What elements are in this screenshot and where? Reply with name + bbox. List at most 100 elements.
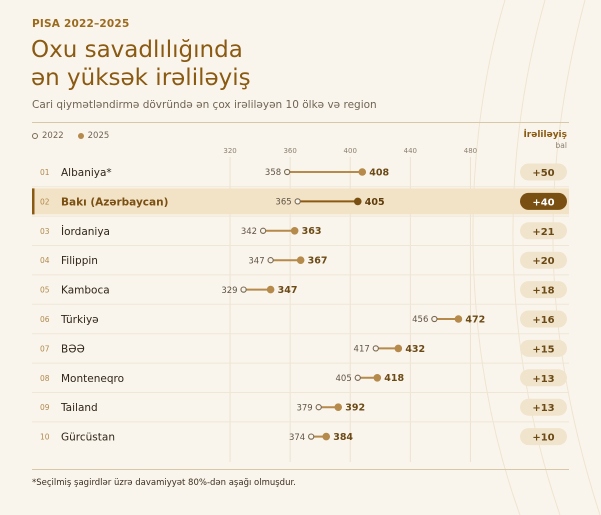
point-2025 [322,432,331,441]
filled-circle-icon [77,133,84,139]
label-2022: 358 [265,168,281,178]
label-2025: 405 [365,197,385,208]
row-name: İordaniya [61,225,110,238]
delta-value: +13 [532,374,554,385]
label-2025: 367 [308,256,328,267]
delta-value: +40 [532,197,554,208]
point-2022 [372,345,379,352]
label-2025: 408 [369,167,389,178]
label-2025: 392 [345,403,365,414]
row-rank: 03 [40,227,50,236]
delta-badge [520,310,567,328]
point-2022 [354,374,361,381]
label-2022: 379 [296,403,312,413]
x-tick-label: 440 [404,147,417,155]
label-2022: 342 [241,227,257,237]
delta-value: +15 [532,344,554,355]
label-2022: 417 [354,345,370,355]
point-2022 [431,315,438,323]
row-name: Albaniya* [61,167,112,179]
delta-badge [520,163,567,181]
label-2025: 432 [405,344,425,355]
kicker: PISA 2022–2025 [32,18,130,30]
row-rank: 07 [40,344,50,353]
title-line-1: Oxu savadlılığında [31,37,243,63]
delta-header-unit: bal [555,141,567,150]
row-name: Filippin [61,255,98,267]
delta-badge [520,222,567,240]
point-2025 [334,403,343,412]
point-2025 [296,256,305,265]
delta-badge [520,281,567,299]
row-rank: 04 [40,256,50,265]
label-2025: 384 [333,432,353,443]
row-name: Bakı (Azərbaycan) [61,196,168,208]
x-tick-label: 360 [283,147,296,155]
label-2022: 329 [221,286,237,296]
row-rank: 05 [40,286,50,295]
footnote: *Seçilmiş şagirdlər üzrə davamiyyət 80%-… [32,478,296,488]
point-2022 [315,404,322,411]
row-name: Kamboca [61,285,110,297]
point-2022 [259,227,267,234]
open-circle-icon [32,133,38,139]
label-2022: 365 [275,198,291,208]
label-2022: 456 [412,315,428,325]
delta-badge [520,251,567,269]
point-2022 [267,257,274,264]
row-rank: 09 [40,403,50,412]
top-rule [32,122,569,123]
point-2025 [373,374,382,382]
label-2022: 347 [248,256,264,266]
delta-value: +10 [532,433,554,444]
delta-badge [520,398,567,416]
delta-header: İrəliləyiş bal [523,130,567,150]
x-tick-label: 400 [344,147,357,155]
label-2022: 374 [289,433,305,443]
row-rank: 06 [40,315,50,324]
delta-badge [520,339,567,357]
point-2025 [454,315,463,323]
subtitle: Cari qiymətləndirmə dövründə ən çox irəl… [32,99,377,111]
legend-item-2022: 2022 [32,131,64,141]
label-2025: 347 [278,285,298,296]
label-2022: 405 [336,374,352,384]
delta-value: +20 [532,256,554,267]
bottom-rule [32,469,569,470]
row-name: Türkiyə [60,314,99,326]
point-2025 [394,344,403,353]
legend: 2022 2025 [32,131,123,141]
delta-badge [520,192,567,210]
legend-item-2025: 2025 [77,131,110,141]
delta-value: +21 [532,227,554,238]
point-2022 [308,433,315,440]
row-name: Gürcüstan [61,432,115,444]
row-rank: 02 [40,197,50,206]
label-2025: 418 [384,373,404,384]
legend-label-2025: 2025 [87,131,110,141]
label-2025: 363 [302,226,322,237]
legend-label-2022: 2022 [42,131,64,141]
delta-value: +16 [532,315,554,326]
page-title: Oxu savadlılığında ən yüksək irəliləyiş [31,36,451,92]
title-line-2: ən yüksək irəliləyiş [31,65,251,91]
delta-badge [520,369,567,387]
row-highlight-bar [32,188,35,215]
point-2025 [266,285,275,294]
row-name: Tailand [60,402,98,414]
row-name: Monteneqro [61,373,124,385]
label-2025: 472 [465,314,485,325]
point-2022 [240,286,247,293]
delta-value: +50 [532,168,554,179]
delta-value: +13 [532,403,554,414]
point-2025 [290,227,299,235]
row-rank: 10 [40,433,50,442]
x-tick-label: 480 [464,147,477,155]
point-2025 [358,168,367,176]
delta-badge [520,428,567,446]
point-2022 [283,168,291,176]
delta-value: +18 [532,286,554,297]
delta-header-title: İrəliləyiş [523,130,567,140]
point-2022 [294,198,301,205]
